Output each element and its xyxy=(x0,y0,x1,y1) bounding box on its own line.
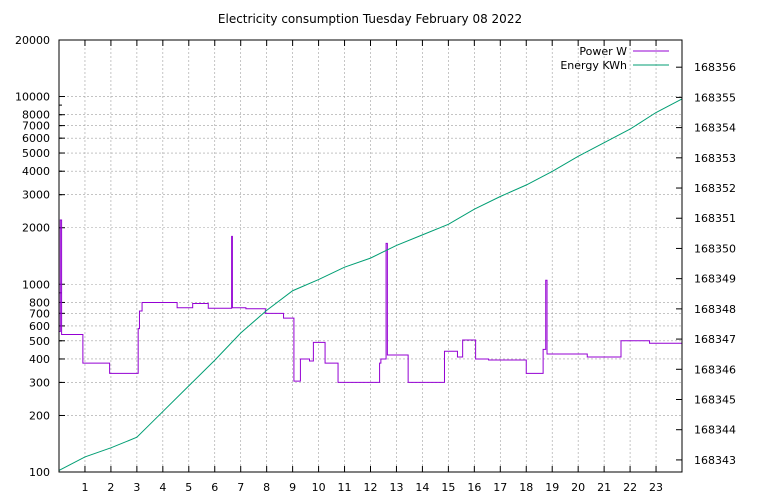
y-right-tick-label: 168348 xyxy=(694,303,736,316)
series-line-energy xyxy=(58,98,683,471)
x-tick-label: 19 xyxy=(545,481,559,494)
x-tick-label: 21 xyxy=(597,481,611,494)
x-tick-label: 1 xyxy=(81,481,88,494)
x-tick-label: 7 xyxy=(237,481,244,494)
x-tick-label: 22 xyxy=(623,481,637,494)
y-left-tick-label: 2000 xyxy=(22,222,50,235)
series-line-power xyxy=(59,219,683,383)
x-tick-label: 12 xyxy=(364,481,378,494)
y-right-tick-label: 168354 xyxy=(694,122,736,135)
y-left-tick-label: 200 xyxy=(29,409,50,422)
y-left-tick-label: 700 xyxy=(29,307,50,320)
x-tick-label: 2 xyxy=(107,481,114,494)
y-right-tick-label: 168353 xyxy=(694,152,736,165)
x-tick-label: 9 xyxy=(289,481,296,494)
y-right-tick-label: 168355 xyxy=(694,91,736,104)
y-right-tick-label: 168350 xyxy=(694,242,736,255)
y-right-tick-label: 168352 xyxy=(694,182,736,195)
y-right-tick-label: 168346 xyxy=(694,363,736,376)
x-tick-label: 5 xyxy=(185,481,192,494)
x-tick-label: 15 xyxy=(441,481,455,494)
y-left-tick-label: 20000 xyxy=(15,34,50,47)
x-tick-label: 10 xyxy=(312,481,326,494)
y-left-tick-label: 10000 xyxy=(15,91,50,104)
grid xyxy=(59,39,682,473)
legend-label-power: Power W xyxy=(579,45,627,58)
y-right-tick-label: 168351 xyxy=(694,212,736,225)
x-tick-label: 14 xyxy=(415,481,429,494)
x-tick-label: 3 xyxy=(133,481,140,494)
x-tick-label: 23 xyxy=(649,481,663,494)
y-left-tick-label: 400 xyxy=(29,353,50,366)
x-tick-label: 17 xyxy=(493,481,507,494)
y-right-tick-label: 168347 xyxy=(694,333,736,346)
y-left-tick-label: 6000 xyxy=(22,132,50,145)
x-tick-label: 13 xyxy=(389,481,403,494)
legend-label-energy: Energy KWh xyxy=(560,59,627,72)
y-left-tick-label: 300 xyxy=(29,376,50,389)
x-tick-label: 6 xyxy=(211,481,218,494)
x-tick-label: 18 xyxy=(519,481,533,494)
ticks: 1 2 3 4 5 6 7 8 9 10 11 12 13 14 15 16 17 18 19 20 21 22 23100… xyxy=(15,34,736,494)
x-tick-label: 20 xyxy=(571,481,585,494)
x-tick-label: 11 xyxy=(338,481,352,494)
y-left-tick-label: 4000 xyxy=(22,165,50,178)
x-tick-label: 16 xyxy=(467,481,481,494)
series xyxy=(58,98,683,471)
y-left-tick-label: 5000 xyxy=(22,147,50,160)
y-left-tick-label: 600 xyxy=(29,320,50,333)
plot-frame xyxy=(58,39,683,473)
y-left-tick-label: 100 xyxy=(29,466,50,479)
chart-title: Electricity consumption Tuesday February… xyxy=(218,12,522,26)
x-tick-label: 8 xyxy=(263,481,270,494)
y-right-tick-label: 168349 xyxy=(694,273,736,286)
y-right-tick-label: 168344 xyxy=(694,424,736,437)
y-left-tick-label: 8000 xyxy=(22,109,50,122)
y-right-tick-label: 168356 xyxy=(694,61,736,74)
y-left-tick-label: 1000 xyxy=(22,278,50,291)
x-tick-label: 4 xyxy=(159,481,166,494)
y-left-tick-label: 800 xyxy=(29,296,50,309)
y-right-tick-label: 168345 xyxy=(694,393,736,406)
y-right-tick-label: 168343 xyxy=(694,454,736,467)
y-left-tick-label: 7000 xyxy=(22,120,50,133)
y-left-tick-label: 500 xyxy=(29,335,50,348)
y-left-tick-label: 3000 xyxy=(22,189,50,202)
